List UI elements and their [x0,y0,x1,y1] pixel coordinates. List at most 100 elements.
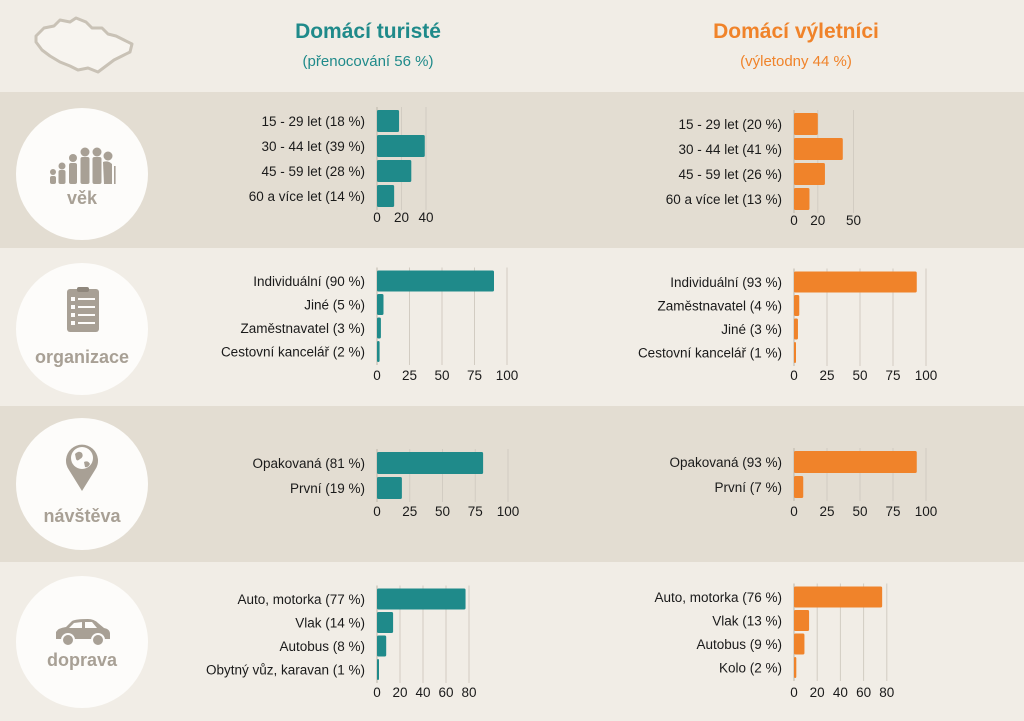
left-group-title: Domácí turisté [295,20,441,43]
right-group-subtitle: (výletodny 44 %) [740,53,852,70]
bar [794,476,804,498]
tick-label: 25 [402,504,417,519]
bar [377,135,425,157]
bar [377,477,402,499]
category-label: 15 - 29 let (18 %) [261,114,365,129]
tick-label: 60 [438,685,453,700]
tick-label: 0 [790,685,798,700]
bar [794,342,796,363]
globe-pin-icon [66,444,98,491]
czech-republic-map-icon [34,16,134,74]
right-group-title: Domácí výletníci [713,20,879,43]
tick-label: 75 [467,368,482,383]
tick-label: 75 [468,504,483,519]
category-label: Cestovní kancelář (2 %) [221,345,365,360]
bar [794,163,825,185]
tick-label: 75 [885,368,900,383]
bar [377,160,412,182]
bar [377,659,379,680]
bar [377,341,380,362]
tick-label: 80 [879,685,894,700]
category-label: Auto, motorka (76 %) [654,590,782,605]
bar [794,451,917,473]
tick-label: 100 [915,504,938,519]
tick-label: 20 [810,685,825,700]
category-label: Vlak (13 %) [712,614,782,629]
band-navsteva [0,406,1024,562]
age-progression-icon [50,147,116,184]
bar [377,185,395,207]
tick-label: 50 [435,504,450,519]
category-label: Opakovaná (81 %) [252,456,365,471]
bar [377,317,381,339]
tick-label: 0 [790,368,798,383]
tick-label: 50 [852,504,867,519]
category-label: Zaměstnavatel (3 %) [240,321,365,336]
tick-label: 60 [856,685,871,700]
tick-label: 0 [373,210,381,225]
bar [794,295,800,316]
section-label-vek: věk [66,188,98,208]
tick-label: 75 [885,504,900,519]
tick-label: 20 [392,685,407,700]
tick-label: 40 [415,685,430,700]
tick-label: 20 [394,210,409,225]
bar [794,113,818,135]
bar [794,138,843,160]
category-label: Obytný vůz, karavan (1 %) [206,663,365,678]
tick-label: 100 [915,368,938,383]
category-label: Autobus (8 %) [279,639,365,654]
category-label: Opakovaná (93 %) [669,455,782,470]
bar [794,610,810,631]
section-doprava: doprava [16,576,148,708]
tick-label: 0 [373,685,381,700]
category-label: 45 - 59 let (28 %) [261,164,365,179]
tick-label: 80 [461,685,476,700]
section-label-doprava: doprava [46,650,118,670]
category-label: Kolo (2 %) [719,661,782,676]
tick-label: 40 [833,685,848,700]
tick-label: 50 [852,368,867,383]
category-label: Individuální (90 %) [253,274,365,289]
bar [377,110,400,132]
category-label: Cestovní kancelář (1 %) [638,346,782,361]
category-label: 30 - 44 let (41 %) [678,142,782,157]
tick-label: 25 [402,368,417,383]
bar [794,188,810,210]
category-label: Individuální (93 %) [670,275,782,290]
tick-label: 100 [496,368,519,383]
tick-label: 0 [790,213,798,228]
category-label: 45 - 59 let (26 %) [678,167,782,182]
tick-label: 40 [418,210,433,225]
bar [377,452,484,474]
section-label-navsteva: návštěva [43,506,121,526]
category-label: Auto, motorka (77 %) [237,592,365,607]
bar [377,294,384,315]
section-organizace: organizace [16,263,148,395]
tick-label: 25 [819,368,834,383]
bar [794,586,883,608]
category-label: 15 - 29 let (20 %) [678,117,782,132]
bar [794,271,917,293]
category-label: Jiné (3 %) [721,322,782,337]
section-vek: věk [16,108,148,240]
section-label-organizace: organizace [34,347,130,367]
bar [377,635,387,657]
bar [377,588,466,610]
category-label: Jiné (5 %) [304,298,365,313]
tick-label: 100 [497,504,520,519]
tick-label: 20 [810,213,825,228]
category-label: Vlak (14 %) [295,616,365,631]
car-icon [56,619,110,647]
tick-label: 0 [373,368,381,383]
category-label: 30 - 44 let (39 %) [261,139,365,154]
left-group-subtitle: (přenocování 56 %) [302,53,434,70]
category-label: První (19 %) [290,481,365,496]
tick-label: 50 [846,213,861,228]
bar [794,633,805,655]
checklist-icon [67,287,99,332]
bar [794,318,798,340]
tick-label: 0 [373,504,381,519]
category-label: 60 a více let (14 %) [249,189,365,204]
